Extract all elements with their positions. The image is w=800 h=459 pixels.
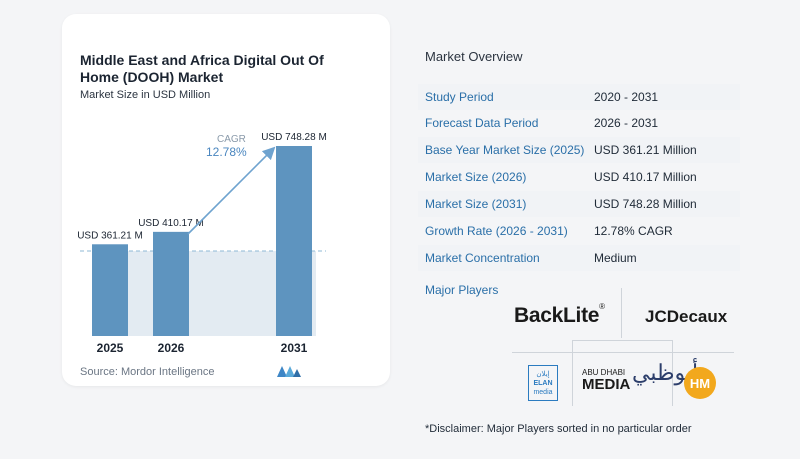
overview-value: USD 410.17 Million xyxy=(594,170,697,184)
backlite-wordmark: BackLite xyxy=(514,304,600,327)
overview-value: 2026 - 2031 xyxy=(594,116,659,130)
elan-arabic: إيلان xyxy=(536,371,550,378)
overview-value: Medium xyxy=(594,251,637,265)
overview-key: Market Concentration xyxy=(425,251,540,265)
hm-logo: HM xyxy=(684,367,716,399)
major-players-title: Major Players xyxy=(425,283,499,297)
overview-row: Forecast Data Period 2026 - 2031 xyxy=(418,110,740,136)
overview-value: 12.78% CAGR xyxy=(594,224,673,238)
bar-2025 xyxy=(92,244,128,336)
cagr-label: CAGR xyxy=(217,134,246,145)
source-text: Source: Mordor Intelligence xyxy=(80,366,215,378)
x-tick-label: 2031 xyxy=(281,341,308,355)
overview-key: Base Year Market Size (2025) xyxy=(425,143,585,157)
overview-key: Market Size (2026) xyxy=(425,170,527,184)
x-tick-label: 2026 xyxy=(158,341,185,355)
bar-2026 xyxy=(153,231,189,336)
cagr-arrow xyxy=(187,146,276,235)
abu-dhabi-media-logo: ABU DHABI MEDIA أبوظبي xyxy=(582,360,698,398)
overview-row: Base Year Market Size (2025) USD 361.21 … xyxy=(418,137,740,163)
backlite-logo: BackLite® xyxy=(514,302,605,328)
chart-subtitle: Market Size in USD Million xyxy=(80,89,211,101)
registered-mark: ® xyxy=(599,302,605,311)
overview-row: Market Size (2031) USD 748.28 Million xyxy=(418,191,740,217)
disclaimer: *Disclaimer: Major Players sorted in no … xyxy=(425,423,692,435)
mordor-logo-icon xyxy=(277,366,301,377)
overview-key: Study Period xyxy=(425,90,494,104)
bar-value-label: USD 361.21 M xyxy=(77,230,143,241)
overview-title: Market Overview xyxy=(425,49,523,64)
overview-key: Growth Rate (2026 - 2031) xyxy=(425,224,568,238)
grid-divider xyxy=(512,352,734,353)
bar-value-label: USD 748.28 M xyxy=(261,132,327,143)
adm-line2: MEDIA xyxy=(582,376,631,393)
overview-row: Market Concentration Medium xyxy=(418,245,740,271)
overview-value: USD 748.28 Million xyxy=(594,197,697,211)
x-tick-label: 2025 xyxy=(97,341,124,355)
overview-value: 2020 - 2031 xyxy=(594,90,659,104)
grid-divider xyxy=(672,340,673,406)
overview-row: Growth Rate (2026 - 2031) 12.78% CAGR xyxy=(418,218,740,244)
overview-key: Forecast Data Period xyxy=(425,116,539,130)
chart-title: Middle East and Africa Digital Out Of Ho… xyxy=(80,52,324,85)
grid-divider xyxy=(572,340,573,406)
bar-2031 xyxy=(276,146,312,336)
overview-row: Study Period 2020 - 2031 xyxy=(418,84,740,110)
overview-value: USD 361.21 Million xyxy=(594,143,697,157)
jcdecaux-logo: JCDecaux xyxy=(645,307,728,326)
elan-media-logo: إيلان ELAN media xyxy=(528,365,558,401)
bar-value-label: USD 410.17 M xyxy=(138,218,204,229)
elan-name: ELAN xyxy=(533,380,553,387)
hm-logo-text: HM xyxy=(690,376,710,391)
grid-divider xyxy=(572,340,672,341)
overview-row: Market Size (2026) USD 410.17 Million xyxy=(418,164,740,190)
cagr-value: 12.78% xyxy=(206,145,247,159)
overview-key: Market Size (2031) xyxy=(425,197,527,211)
grid-divider xyxy=(621,288,622,338)
elan-sub: media xyxy=(533,389,553,396)
adm-line1: ABU DHABI xyxy=(582,368,626,377)
